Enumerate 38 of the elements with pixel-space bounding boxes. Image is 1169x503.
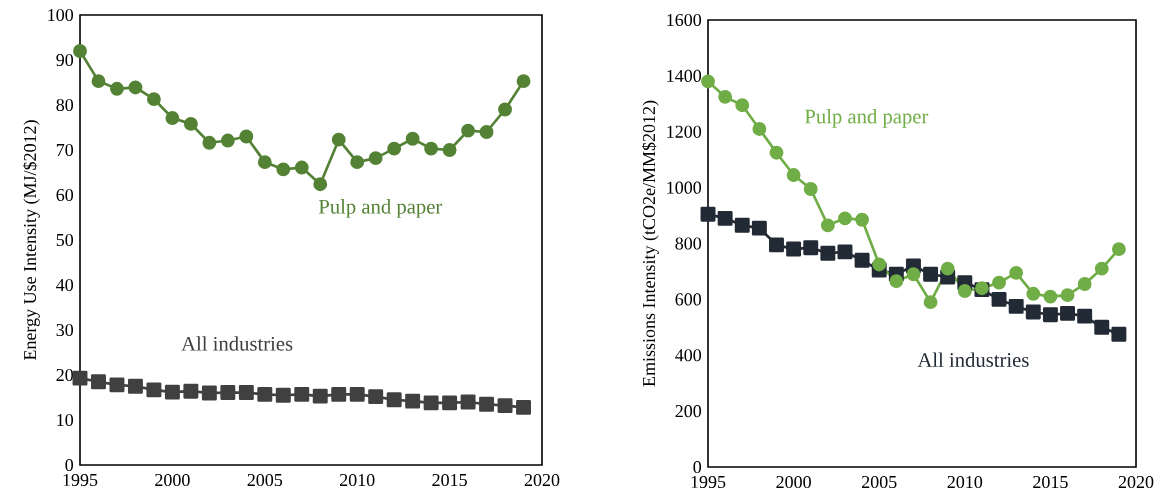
y-tick-label: 40: [56, 278, 74, 292]
y-tick-label: 30: [56, 323, 74, 337]
series-label: All industries: [917, 352, 1029, 367]
y-tick-label: 70: [56, 143, 74, 157]
y-tick-label: 1600: [667, 13, 702, 27]
x-tick-label: 2010: [340, 473, 375, 487]
y-tick-label: 200: [675, 405, 702, 418]
y-tick-label: 400: [675, 349, 702, 362]
y-tick-label: 50: [56, 233, 74, 247]
series-label: Pulp and paper: [318, 199, 443, 218]
y-tick-label: 600: [675, 293, 702, 306]
y-axis-title: Energy Use Intensity (MJ/$2012): [22, 120, 40, 361]
y-tick-label: 60: [56, 188, 74, 202]
x-tick-label: 2000: [776, 475, 811, 489]
x-tick-label: 2015: [432, 473, 467, 487]
x-tick-label: 2010: [947, 475, 983, 489]
x-tick-label: 1995: [691, 475, 726, 489]
y-tick-label: 800: [675, 237, 702, 250]
x-tick-label: 1995: [63, 473, 98, 487]
series-label: Pulp and paper: [804, 108, 929, 128]
y-tick-label: 1000: [667, 181, 702, 194]
series-label: All industries: [181, 336, 293, 351]
x-tick-label: 2020: [1118, 475, 1154, 489]
y-tick-label: 1400: [667, 69, 702, 82]
x-tick-label: 2015: [1033, 475, 1068, 489]
x-tick-label: 2020: [524, 473, 560, 487]
x-tick-label: 2000: [155, 473, 190, 487]
y-tick-label: 0: [693, 460, 702, 474]
y-tick-label: 20: [56, 368, 74, 382]
x-tick-label: 2005: [862, 475, 897, 489]
y-tick-label: 0: [65, 458, 74, 472]
y-tick-label: 10: [57, 413, 74, 427]
y-tick-label: 100: [48, 8, 74, 22]
y-tick-label: 80: [56, 98, 74, 112]
y-tick-label: 1200: [667, 125, 702, 138]
y-axis-title: Emissions Intensity (tCO2e/MM$2012): [641, 100, 659, 387]
x-tick-label: 2005: [247, 473, 283, 487]
y-tick-label: 90: [56, 53, 74, 67]
